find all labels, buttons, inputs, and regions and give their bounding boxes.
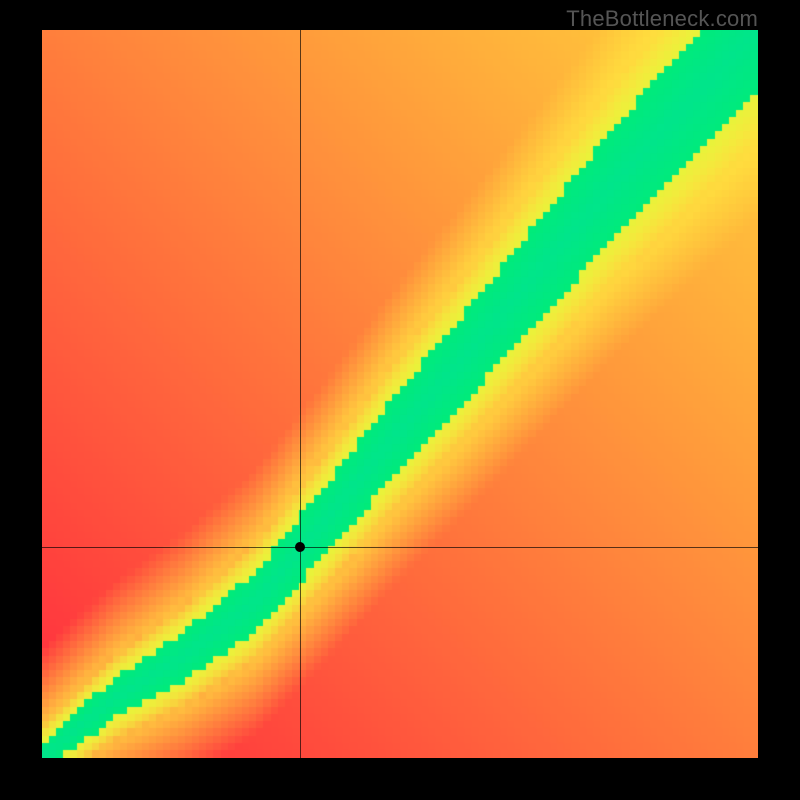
crosshair-horizontal: [42, 547, 758, 548]
data-point-marker: [295, 542, 305, 552]
crosshair-vertical: [300, 30, 301, 758]
watermark-text: TheBottleneck.com: [566, 6, 758, 32]
heatmap-canvas: [42, 30, 758, 758]
heatmap-plot: [42, 30, 758, 758]
